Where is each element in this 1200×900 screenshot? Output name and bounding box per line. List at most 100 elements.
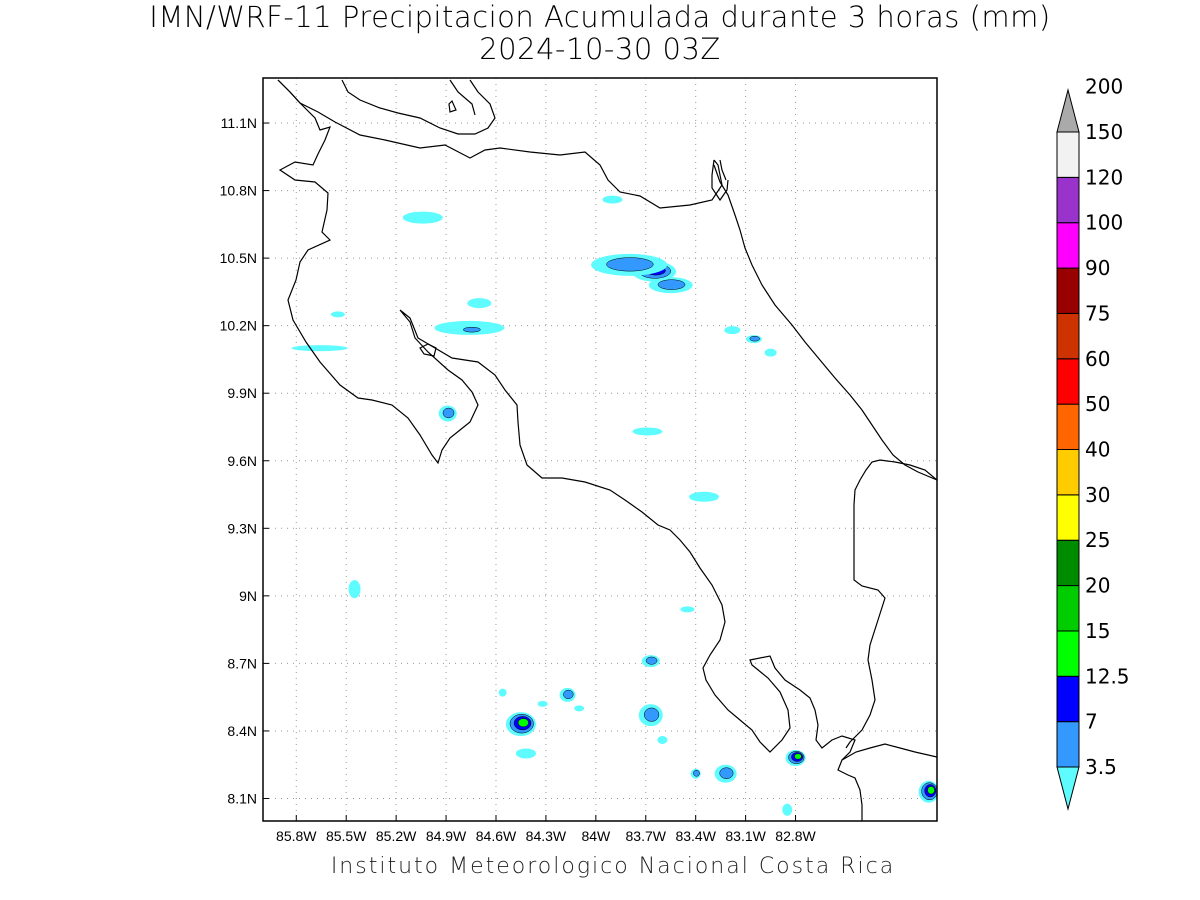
colorbar-swatch <box>1056 267 1080 314</box>
colorbar-swatch <box>1056 585 1080 632</box>
lat-tick-label: 8.7N <box>227 655 257 671</box>
colorbar-label: 40 <box>1085 438 1110 462</box>
panama-border <box>845 459 937 749</box>
colorbar-label: 7 <box>1085 710 1098 734</box>
precip-cell <box>690 768 701 779</box>
chart-subtitle: 2024-10-30 03Z <box>479 32 721 66</box>
precip-contour <box>574 705 585 712</box>
precip-contour <box>498 688 507 697</box>
map-frame <box>262 77 938 822</box>
colorbar-swatch <box>1056 403 1080 450</box>
precip-contour <box>402 211 443 224</box>
lat-tick-label: 10.5N <box>220 250 257 266</box>
precip-cell <box>498 688 507 697</box>
nicaragua-border <box>277 79 723 209</box>
precip-cell <box>515 748 536 759</box>
colorbar-label: 200 <box>1085 75 1123 99</box>
precip-contour <box>442 407 455 419</box>
lon-tick-label: 85.2W <box>376 828 417 844</box>
colorbar-label: 25 <box>1085 528 1110 552</box>
lat-tick-label: 8.4N <box>227 723 257 739</box>
lon-tick-label: 83.7W <box>626 828 667 844</box>
lon-tick-label: 84.3W <box>526 828 567 844</box>
precip-contour <box>348 580 361 599</box>
precip-cell <box>291 345 348 352</box>
precip-contour <box>467 298 492 309</box>
colorbar-swatch <box>1056 630 1080 677</box>
precip-contour <box>657 735 668 744</box>
precip-cell <box>918 780 937 803</box>
precip-contour <box>689 491 720 502</box>
precip-cell <box>505 712 536 737</box>
precip-cell <box>714 764 737 783</box>
precip-cell <box>689 491 720 502</box>
precip-cell <box>724 326 741 335</box>
colorbar-label: 30 <box>1085 483 1110 507</box>
colorbar-swatch <box>1056 494 1080 541</box>
credit-label: Instituto Meteorologico Nacional Costa R… <box>330 854 896 879</box>
colorbar-swatch <box>1056 675 1080 723</box>
colorbar-label: 3.5 <box>1085 755 1117 779</box>
lon-tick-label: 83.1W <box>725 828 766 844</box>
caribbean-coast <box>713 164 937 481</box>
precip-cell <box>591 253 668 276</box>
colorbar-label: 150 <box>1085 120 1123 144</box>
lat-tick-label: 9.6N <box>227 453 257 469</box>
precip-cell <box>457 326 486 335</box>
colorbar-label: 75 <box>1085 301 1110 325</box>
colorbar-swatch <box>1056 449 1080 496</box>
precip-cell <box>648 277 693 294</box>
lat-tick-label: 8.1N <box>227 790 257 806</box>
precip-cell <box>764 348 777 357</box>
colorbar-label: 20 <box>1085 574 1110 598</box>
precip-contour <box>724 326 741 335</box>
colorbar-label: 50 <box>1085 392 1110 416</box>
precip-cell <box>559 687 576 702</box>
colorbar-label: 15 <box>1085 619 1110 643</box>
lon-tick-label: 85.8W <box>276 828 317 844</box>
precip-contour <box>693 769 700 777</box>
precip-contour <box>602 195 623 204</box>
colorbar-swatch <box>1056 539 1080 587</box>
precip-cell <box>657 735 668 744</box>
precip-contour <box>291 345 348 352</box>
precip-cell <box>537 700 548 707</box>
precip-contour <box>719 767 734 780</box>
precip-cell <box>785 749 806 766</box>
precipitation-fields <box>291 195 937 816</box>
chart-title: IMN/WRF-11 Precipitacion Acumulada duran… <box>149 0 1051 34</box>
precip-contour <box>764 348 777 357</box>
precip-cell <box>782 803 793 816</box>
colorbar-label: 120 <box>1085 165 1123 189</box>
lat-tick-label: 10.2N <box>220 318 257 334</box>
precip-contour <box>794 753 802 760</box>
precip-contour <box>927 786 935 795</box>
lat-tick-label: 11.1N <box>221 115 257 131</box>
precip-contour <box>606 257 654 272</box>
lon-tick-label: 84.6W <box>476 828 517 844</box>
lat-tick-label: 9.9N <box>227 385 257 401</box>
lon-tick-label: 84.9W <box>426 828 467 844</box>
precip-contour <box>632 427 663 436</box>
precip-cell <box>638 704 663 727</box>
northern-coast-top <box>341 79 496 135</box>
precip-contour <box>657 279 686 290</box>
precip-contour <box>517 718 529 728</box>
precip-contour <box>782 803 793 816</box>
precip-contour <box>330 311 345 318</box>
precip-contour <box>645 656 658 665</box>
precip-cell <box>680 606 695 613</box>
lat-tick-label: 9.3N <box>227 520 257 536</box>
lat-tick-label: 10.8N <box>220 183 257 199</box>
colorbar-swatch <box>1056 176 1080 224</box>
precip-cell <box>438 405 457 422</box>
colorbar-label: 12.5 <box>1085 664 1130 688</box>
precip-contour <box>749 335 760 342</box>
colorbar-swatch <box>1056 358 1080 405</box>
precip-cell <box>745 335 762 344</box>
nicaragua-lake-shore <box>449 79 476 116</box>
colorbar-swatch <box>1056 222 1080 269</box>
island-lake <box>448 99 457 113</box>
colorbar-swatch <box>1056 312 1080 360</box>
